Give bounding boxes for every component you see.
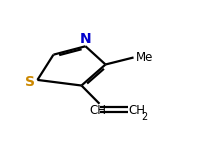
Text: CH: CH bbox=[128, 104, 145, 117]
Text: Me: Me bbox=[135, 51, 152, 64]
Text: CH: CH bbox=[89, 104, 106, 117]
Text: N: N bbox=[79, 32, 91, 46]
Text: S: S bbox=[25, 75, 35, 89]
Text: 2: 2 bbox=[140, 112, 147, 122]
